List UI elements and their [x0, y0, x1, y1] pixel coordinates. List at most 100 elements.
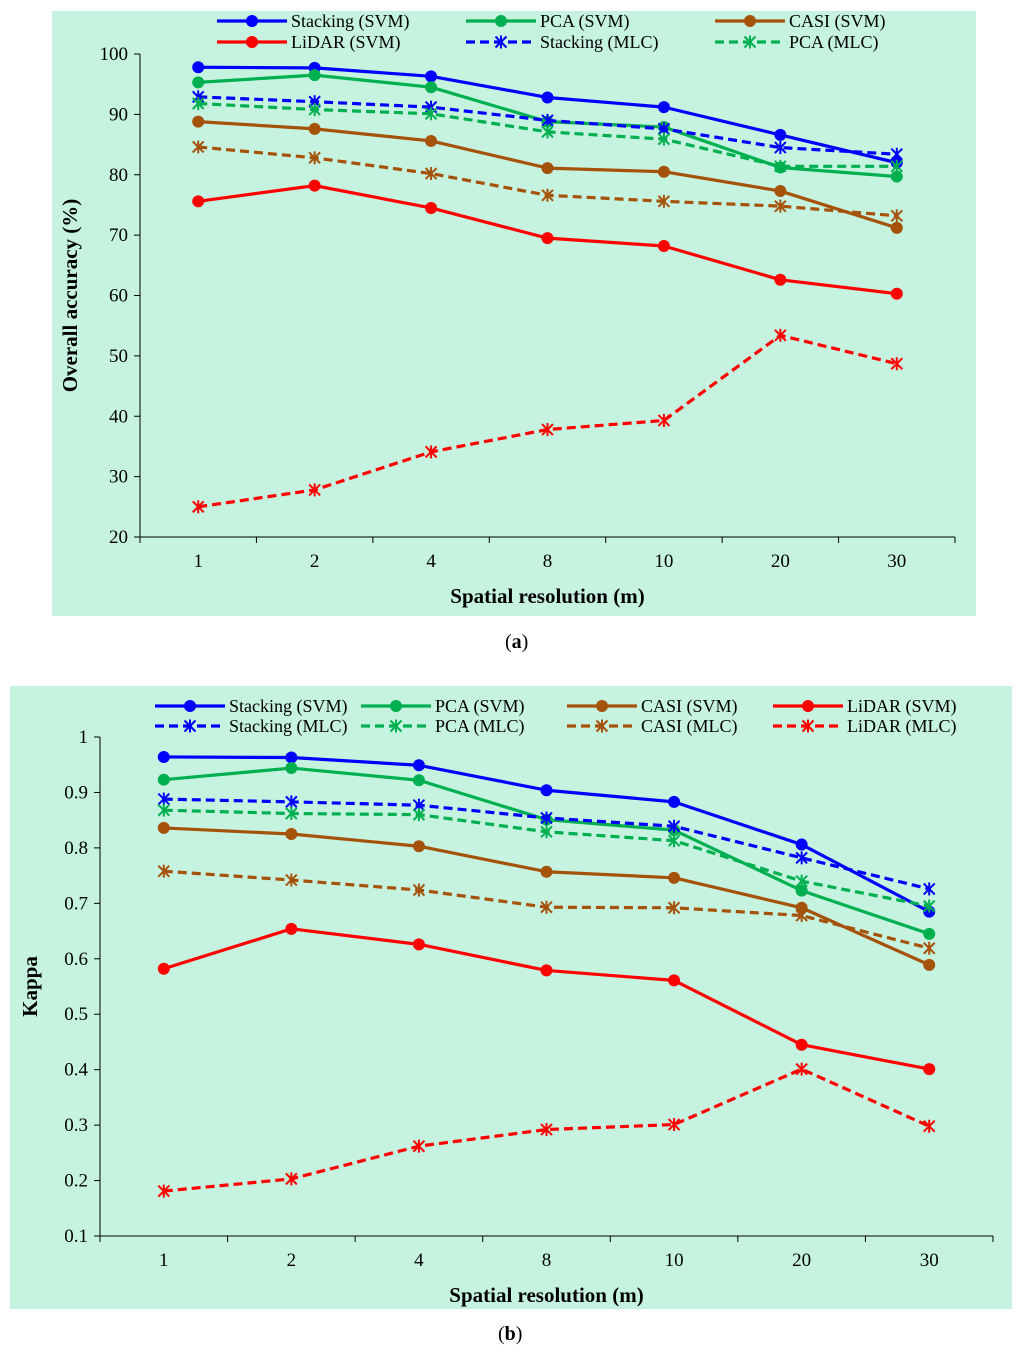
data-point	[541, 232, 554, 245]
data-point	[795, 884, 808, 897]
y-tick-label: 0.6	[64, 949, 88, 970]
y-tick-label: 20	[109, 527, 128, 548]
x-tick-label: 4	[426, 551, 436, 572]
plot-background	[10, 686, 1012, 1309]
series-lidar-mlc	[192, 328, 903, 514]
legend-marker	[595, 719, 609, 733]
data-point	[795, 851, 808, 865]
data-point	[541, 91, 554, 104]
legend-label: PCA (SVM)	[435, 696, 525, 717]
data-point	[774, 328, 787, 342]
data-point	[668, 974, 681, 987]
data-point	[308, 103, 321, 117]
data-point	[541, 188, 554, 202]
data-point	[541, 423, 554, 437]
y-tick-label: 80	[109, 165, 128, 186]
x-tick-label: 20	[792, 1250, 811, 1271]
y-tick-label: 0.5	[64, 1004, 88, 1025]
data-point	[285, 762, 298, 775]
data-point	[667, 901, 681, 915]
data-point	[412, 808, 426, 822]
data-point	[890, 159, 903, 173]
data-point	[412, 774, 425, 787]
data-point	[285, 1172, 298, 1186]
legend-marker	[184, 700, 196, 712]
legend: Stacking (SVM) PCA (SVM) CASI (SVM) LiDAR (…	[217, 11, 886, 53]
chart-b: 0.1 0.2 0.3 0.4 0.5 0.6 0.7 0.8 0.9 1 1 2 4 8 10 20 30 Sp…	[10, 686, 1012, 1309]
data-point	[541, 162, 554, 175]
data-point	[540, 811, 553, 825]
legend-marker	[802, 700, 814, 712]
data-point	[774, 185, 787, 198]
data-point	[412, 1139, 426, 1153]
panel-label-b: (b)	[498, 1323, 523, 1345]
data-point	[774, 141, 787, 155]
data-point	[890, 357, 903, 371]
data-point	[657, 101, 670, 114]
data-point	[540, 784, 553, 797]
data-point	[890, 221, 903, 234]
data-point	[795, 1038, 808, 1051]
data-point	[424, 445, 438, 459]
data-point	[541, 113, 554, 127]
data-point	[192, 115, 205, 128]
data-point	[667, 834, 681, 848]
data-point	[890, 209, 903, 223]
legend-label: CASI (SVM)	[641, 696, 738, 717]
legend-label: Stacking (MLC)	[229, 716, 348, 737]
legend-marker	[495, 15, 507, 27]
legend-marker	[183, 719, 197, 733]
data-point	[795, 838, 808, 851]
data-point	[308, 151, 321, 165]
series-pca-mlc	[192, 97, 903, 173]
y-tick-label: 1	[79, 727, 89, 748]
y-tick-label: 0.7	[64, 893, 88, 914]
x-tick-label: 2	[287, 1250, 297, 1271]
legend-marker	[494, 35, 508, 49]
y-tick-label: 0.3	[64, 1115, 88, 1136]
legend-marker	[246, 15, 258, 27]
data-point	[541, 125, 554, 139]
data-point	[308, 69, 321, 82]
x-tick-label: 2	[310, 551, 320, 572]
data-point	[668, 871, 681, 884]
legend-marker	[743, 35, 757, 49]
legend-marker	[801, 719, 815, 733]
x-tick-label: 20	[771, 551, 790, 572]
data-point	[285, 795, 298, 809]
series-lidar-svm	[192, 179, 903, 300]
data-point	[890, 147, 903, 161]
x-tick-label: 1	[159, 1250, 169, 1271]
x-tick-label: 8	[542, 1250, 552, 1271]
y-tick-label: 100	[100, 44, 129, 65]
data-point	[285, 828, 298, 841]
y-tick-label: 0.2	[64, 1171, 88, 1192]
x-tick-label: 10	[665, 1250, 684, 1271]
y-axis-title: Kappa	[18, 956, 42, 1017]
y-tick-label: 50	[109, 346, 128, 367]
x-tick-label: 30	[920, 1250, 939, 1271]
series-casi-svm	[157, 821, 936, 971]
series-casi-svm	[192, 115, 903, 234]
data-point	[923, 941, 936, 955]
chart-a: 20 30 40 50 60 70 80 90 100 1 2 4 8 10 20 30 Spatial res…	[52, 11, 976, 616]
data-point	[923, 927, 936, 940]
data-point	[192, 140, 205, 154]
data-point	[412, 759, 425, 772]
data-point	[795, 874, 808, 888]
series-lidar-svm	[157, 922, 936, 1076]
legend-label: CASI (MLC)	[641, 716, 738, 737]
series-casi-mlc	[157, 864, 936, 955]
legend-label: PCA (MLC)	[435, 716, 525, 737]
legend-label: PCA (MLC)	[789, 32, 879, 53]
y-axis-title: Overall accuracy (%)	[58, 199, 82, 393]
data-point	[412, 938, 425, 951]
data-point	[192, 97, 205, 111]
data-point	[412, 883, 426, 897]
x-tick-label: 4	[414, 1250, 424, 1271]
data-point	[540, 1123, 553, 1137]
legend-label: LiDAR (SVM)	[847, 696, 957, 717]
data-point	[157, 1184, 170, 1198]
data-point	[157, 792, 170, 806]
x-tick-label: 1	[193, 551, 203, 572]
